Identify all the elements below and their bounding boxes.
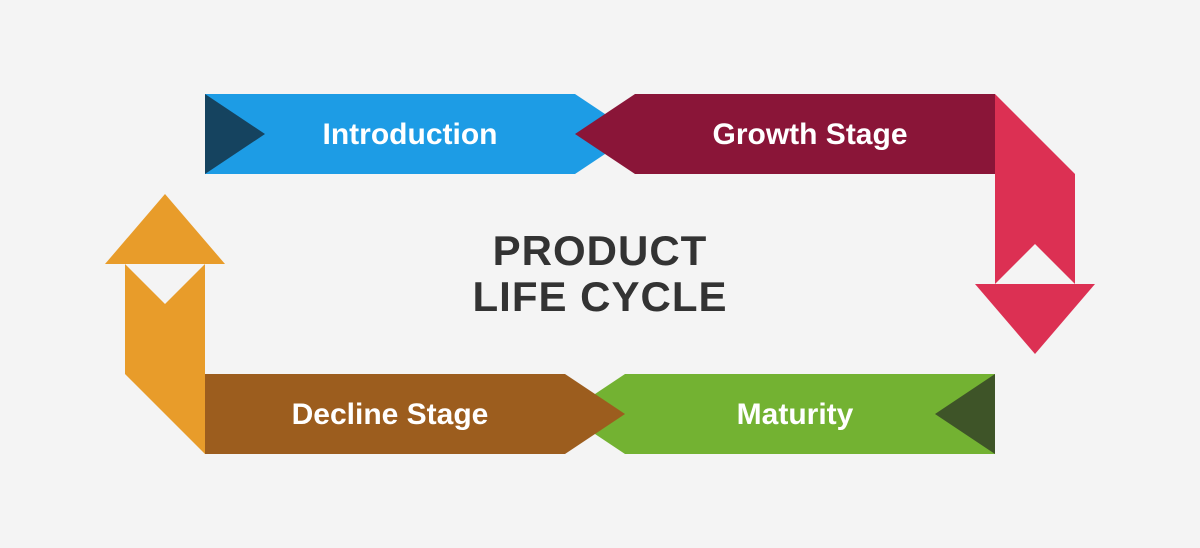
arrow-decline-up	[125, 264, 205, 454]
label-introduction: Introduction	[323, 118, 498, 151]
title-line2: LIFE CYCLE	[472, 274, 727, 320]
center-title: PRODUCT LIFE CYCLE	[472, 228, 727, 320]
label-decline: Decline Stage	[292, 398, 489, 431]
cycle-diagram: Introduction Growth Stage Maturity Decli…	[105, 54, 1095, 494]
arrow-growth-down	[995, 94, 1075, 284]
label-growth: Growth Stage	[712, 118, 907, 151]
arrowhead-decline	[105, 194, 225, 264]
arrowhead-growth	[975, 284, 1095, 354]
title-line1: PRODUCT	[472, 228, 727, 274]
label-maturity: Maturity	[737, 398, 854, 431]
